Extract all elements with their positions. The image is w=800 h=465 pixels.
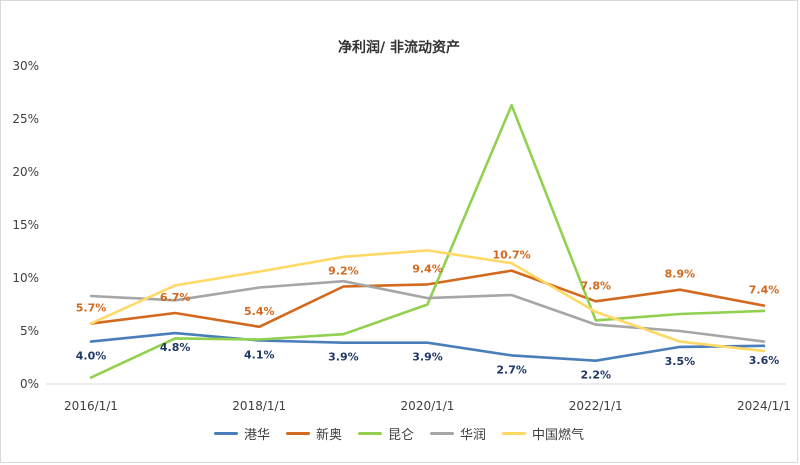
x-tick-label: 2018/1/1 xyxy=(232,399,286,413)
x-tick-label: 2020/1/1 xyxy=(401,399,455,413)
legend-item: 港华 xyxy=(213,424,270,443)
data-label: 2.2% xyxy=(580,369,611,382)
legend-swatch xyxy=(213,432,238,435)
chart-legend: 港华 新奥 昆仑 华润 中国燃气 xyxy=(1,424,797,443)
series-line-新奥 xyxy=(89,269,766,329)
y-tick-label: 20% xyxy=(12,165,39,179)
y-tick-label: 5% xyxy=(20,324,39,338)
legend-swatch xyxy=(285,432,310,435)
chart-title: 净利润/ 非流动资产 xyxy=(338,40,460,56)
legend-item: 新奥 xyxy=(285,424,342,443)
y-tick-label: 30% xyxy=(12,59,39,73)
data-label: 9.2% xyxy=(328,264,359,277)
data-label: 4.1% xyxy=(244,349,275,362)
y-tick-label: 15% xyxy=(12,218,39,232)
y-tick-label: 25% xyxy=(12,112,39,126)
legend-item: 华润 xyxy=(430,424,486,443)
legend-item: 昆仑 xyxy=(357,424,414,443)
legend-swatch xyxy=(357,432,382,435)
data-label: 10.7% xyxy=(493,249,531,262)
legend-label: 新奥 xyxy=(315,428,342,443)
y-tick-label: 10% xyxy=(12,271,39,285)
data-label: 4.8% xyxy=(160,341,191,354)
data-label: 3.6% xyxy=(749,354,780,367)
data-label: 5.7% xyxy=(76,302,107,315)
series-line-中国燃气 xyxy=(89,249,766,353)
data-label: 5.4% xyxy=(244,305,275,318)
legend-label: 昆仑 xyxy=(387,428,414,443)
data-label: 3.5% xyxy=(665,355,696,368)
data-label: 3.9% xyxy=(328,351,359,364)
legend-item: 中国燃气 xyxy=(502,424,584,443)
legend-label: 中国燃气 xyxy=(532,428,585,443)
series-line-昆仑 xyxy=(89,103,766,379)
data-label: 9.4% xyxy=(412,262,443,275)
data-label: 4.0% xyxy=(76,350,107,363)
legend-label: 港华 xyxy=(243,428,270,443)
data-label: 7.8% xyxy=(580,279,611,292)
series-line-华润 xyxy=(89,279,766,343)
data-label: 6.7% xyxy=(160,291,191,304)
legend-swatch xyxy=(502,432,527,435)
data-label: 8.9% xyxy=(665,268,696,281)
y-tick-label: 0% xyxy=(20,377,39,391)
legend-label: 华润 xyxy=(460,428,487,443)
series-line-港华 xyxy=(89,331,766,363)
data-label: 7.4% xyxy=(749,284,780,297)
x-tick-label: 2022/1/1 xyxy=(569,399,623,413)
legend-swatch xyxy=(430,432,454,435)
data-label: 2.7% xyxy=(496,363,527,376)
data-label: 3.9% xyxy=(412,351,443,364)
x-tick-label: 2024/1/1 xyxy=(737,399,791,413)
x-tick-label: 2016/1/1 xyxy=(64,399,118,413)
